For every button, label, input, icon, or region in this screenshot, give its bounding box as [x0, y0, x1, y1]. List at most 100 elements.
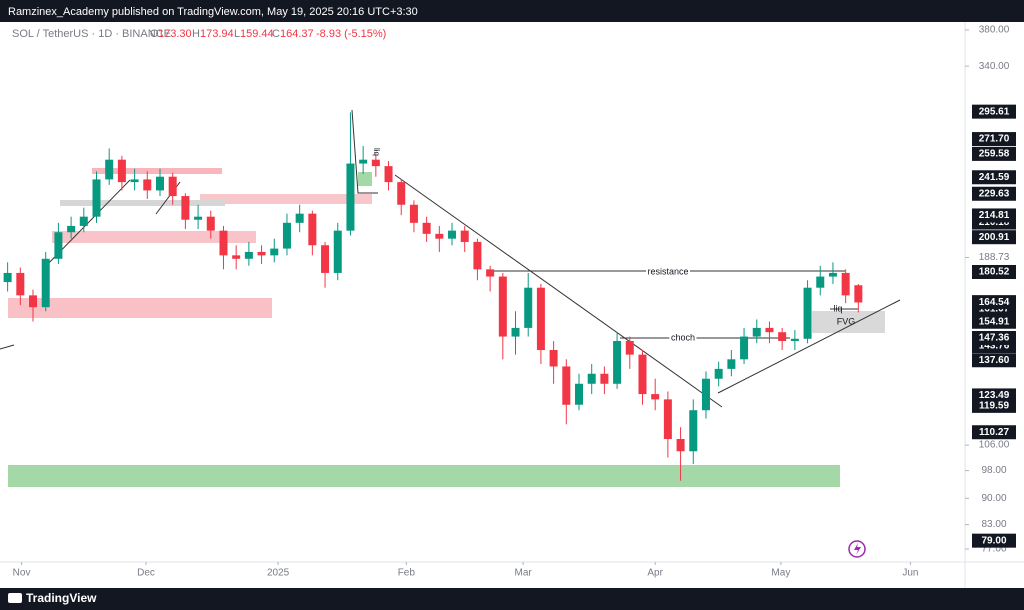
tv-logo [8, 593, 22, 603]
candle-body [613, 340, 622, 384]
price-label-box [972, 353, 1016, 368]
candle-body [600, 373, 609, 384]
candle [308, 210, 317, 256]
price-label-box [972, 208, 1016, 223]
candle [282, 213, 291, 256]
l-value: 159.44 [240, 28, 274, 40]
y-tick-label: 106.00 [979, 440, 1010, 451]
candle [257, 245, 266, 265]
candle-body [92, 179, 101, 217]
candle-body [701, 378, 710, 411]
candle [841, 269, 850, 304]
candle-body [16, 272, 25, 296]
alert-icon[interactable] [848, 540, 866, 558]
candle [689, 399, 698, 465]
annotation: liq [372, 148, 381, 156]
price-label: 143.76 [979, 341, 1010, 352]
candle [765, 321, 774, 344]
c-label: C [272, 28, 280, 40]
candle-body [333, 230, 342, 273]
price-label: 161.07 [979, 304, 1010, 315]
candle [524, 272, 533, 337]
candle-body [854, 285, 863, 303]
candle [194, 204, 203, 230]
candle [168, 172, 177, 205]
candle-body [270, 248, 279, 256]
candle-body [498, 276, 507, 337]
candle [651, 378, 660, 411]
candle [714, 361, 723, 387]
candle [371, 153, 380, 177]
candle [422, 216, 431, 242]
o-value: 173.30 [158, 28, 192, 40]
candle [740, 327, 749, 365]
x-tick-label: Nov [13, 568, 31, 579]
price-label-box [972, 425, 1016, 440]
candle [295, 204, 304, 233]
candle-body [3, 272, 12, 283]
candle-body [841, 272, 850, 296]
candle-body [105, 159, 114, 180]
price-label: 271.70 [979, 134, 1010, 145]
candle [727, 350, 736, 377]
candle-body [295, 213, 304, 223]
candle [473, 238, 482, 281]
candle-body [117, 159, 126, 183]
candle [16, 267, 25, 306]
candle-body [828, 272, 837, 277]
candle-body [663, 399, 672, 440]
candle [816, 265, 825, 296]
price-label-box [972, 398, 1016, 413]
candle [638, 350, 647, 405]
candle [206, 210, 215, 239]
candle-body [524, 287, 533, 328]
brand[interactable]: TradingView [26, 591, 97, 605]
candle [105, 148, 114, 185]
price-label-box [972, 230, 1016, 245]
price-label: 210.18 [979, 217, 1010, 228]
price-label-box [972, 186, 1016, 201]
y-tick-label: 340.00 [979, 61, 1010, 72]
candle [536, 283, 545, 365]
price-label: 137.60 [979, 355, 1010, 366]
candle [600, 366, 609, 395]
candle-body [257, 251, 266, 256]
y-tick-label: 380.00 [979, 25, 1010, 36]
candle [575, 373, 583, 411]
candle-body [359, 159, 368, 164]
candle [676, 427, 685, 481]
candle [587, 364, 596, 395]
candle-body [422, 222, 431, 234]
annotation: resistance [647, 266, 688, 276]
price-label: 229.63 [979, 188, 1010, 199]
price-label: 259.58 [979, 149, 1010, 160]
candle-body [54, 232, 63, 259]
candle [448, 222, 457, 246]
candle [67, 216, 76, 239]
candle [752, 319, 761, 344]
x-tick-label: Feb [398, 568, 416, 579]
candle [486, 265, 495, 292]
candle-body [790, 338, 799, 341]
candle-body [130, 179, 139, 183]
price-label-box [972, 264, 1016, 279]
candle-body [181, 196, 190, 220]
price-label: 147.36 [979, 333, 1010, 344]
price-label: 119.59 [979, 401, 1009, 412]
candle [181, 193, 190, 230]
candle-body [676, 439, 685, 452]
candle [409, 200, 418, 233]
candle-body [321, 245, 330, 273]
candle-body [67, 225, 76, 233]
candle-body [486, 269, 495, 277]
price-label-box [972, 314, 1016, 329]
price-label: 241.59 [979, 172, 1010, 183]
candle-body [409, 204, 418, 223]
price-label: 180.52 [979, 267, 1010, 278]
candle [613, 332, 622, 389]
candle [270, 238, 279, 263]
price-label: 123.49 [979, 390, 1010, 401]
candle [79, 207, 88, 233]
annotation: liq [833, 303, 842, 313]
